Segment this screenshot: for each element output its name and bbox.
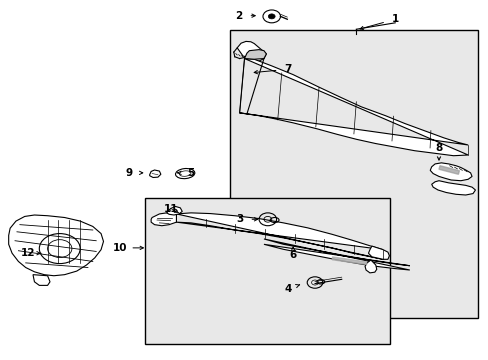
Polygon shape bbox=[9, 215, 103, 276]
Polygon shape bbox=[429, 163, 471, 181]
Polygon shape bbox=[368, 246, 388, 259]
Text: 4: 4 bbox=[284, 284, 291, 294]
Polygon shape bbox=[244, 50, 266, 59]
Polygon shape bbox=[438, 166, 458, 174]
Polygon shape bbox=[237, 41, 266, 61]
Text: 10: 10 bbox=[113, 243, 127, 253]
Text: 3: 3 bbox=[236, 214, 243, 224]
Ellipse shape bbox=[175, 168, 194, 179]
Polygon shape bbox=[151, 213, 176, 226]
Text: 2: 2 bbox=[235, 11, 242, 21]
Text: 7: 7 bbox=[284, 64, 291, 74]
Text: 5: 5 bbox=[187, 168, 194, 178]
Polygon shape bbox=[264, 239, 409, 270]
Polygon shape bbox=[431, 181, 474, 195]
Text: 11: 11 bbox=[163, 203, 178, 213]
Polygon shape bbox=[365, 260, 376, 273]
Polygon shape bbox=[33, 275, 50, 285]
Circle shape bbox=[268, 14, 275, 19]
Bar bbox=[229, 30, 477, 318]
Polygon shape bbox=[149, 170, 161, 177]
Text: 6: 6 bbox=[289, 250, 296, 260]
Polygon shape bbox=[176, 213, 382, 259]
Text: 12: 12 bbox=[21, 248, 35, 258]
Polygon shape bbox=[166, 206, 182, 215]
Bar bbox=[144, 198, 389, 344]
Ellipse shape bbox=[179, 171, 191, 176]
Polygon shape bbox=[239, 59, 467, 156]
Text: 9: 9 bbox=[125, 168, 132, 178]
Text: 8: 8 bbox=[434, 143, 442, 153]
Text: 1: 1 bbox=[391, 14, 398, 24]
